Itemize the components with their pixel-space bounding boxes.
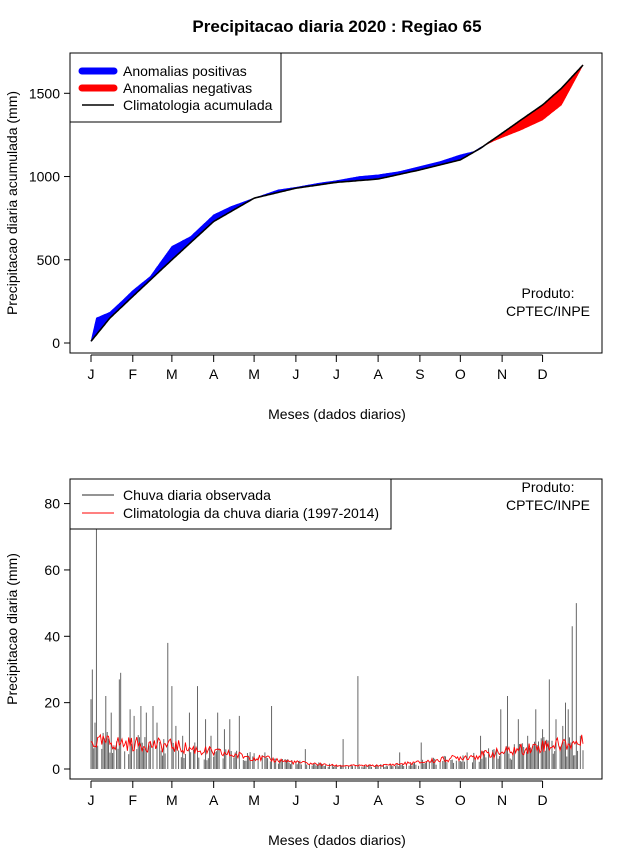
bottom-x-tick-label-6: J xyxy=(333,792,340,808)
legend-label-positive: Anomalias positivas xyxy=(123,63,247,79)
top-product-source: CPTEC/INPE xyxy=(506,303,590,319)
legend-label-daily-climatology: Climatologia da chuva diaria (1997-2014) xyxy=(123,505,379,521)
bottom-x-axis-label: Meses (dados diarios) xyxy=(268,832,406,848)
legend-label-negative: Anomalias negativas xyxy=(123,80,252,96)
bottom-legend-box xyxy=(69,478,392,530)
bottom-y-tick-label-1: 20 xyxy=(44,695,60,711)
bottom-x-tick-label-8: S xyxy=(415,792,424,808)
bottom-y-tick-label-4: 80 xyxy=(44,496,60,512)
chart-title: Precipitacao diaria 2020 : Regiao 65 xyxy=(192,17,481,36)
top-y-tick-label-2: 1000 xyxy=(29,169,60,185)
top-x-tick-label-7: A xyxy=(373,366,383,382)
legend-label-observed: Chuva diaria observada xyxy=(123,487,271,503)
bottom-product-label: Produto: xyxy=(522,479,575,495)
top-x-tick-label-6: J xyxy=(333,366,340,382)
top-product-label: Produto: xyxy=(522,285,575,301)
bottom-x-tick-label-10: N xyxy=(497,792,507,808)
bottom-y-axis: 0 20 40 60 80 xyxy=(44,496,71,777)
bottom-x-tick-label-7: A xyxy=(373,792,383,808)
top-x-tick-label-10: N xyxy=(497,366,507,382)
bottom-y-tick-label-3: 60 xyxy=(44,562,60,578)
top-y-axis: 0 500 1000 1500 xyxy=(29,85,71,351)
bottom-x-tick-label-0: J xyxy=(88,792,95,808)
bottom-y-tick-label-0: 0 xyxy=(52,761,60,777)
bottom-x-tick-label-9: O xyxy=(455,792,466,808)
bottom-y-axis-label: Precipitacao diaria (mm) xyxy=(4,553,20,705)
top-x-tick-label-2: M xyxy=(166,366,178,382)
cumulative-climatology-line xyxy=(90,64,584,342)
top-y-tick-label-0: 0 xyxy=(52,335,60,351)
bottom-x-tick-label-5: J xyxy=(292,792,299,808)
bottom-legend: Chuva diaria observada Climatologia da c… xyxy=(69,478,392,530)
top-x-tick-label-0: J xyxy=(88,366,95,382)
bottom-product-source: CPTEC/INPE xyxy=(506,497,590,513)
top-y-tick-label-1: 500 xyxy=(37,252,61,268)
bottom-x-tick-label-3: A xyxy=(209,792,219,808)
bottom-x-tick-label-11: D xyxy=(537,792,547,808)
top-x-tick-label-11: D xyxy=(537,366,547,382)
bottom-x-tick-label-1: F xyxy=(129,792,138,808)
daily-climatology-line xyxy=(90,733,584,768)
daily-observed-bars xyxy=(90,520,584,769)
top-x-tick-label-8: S xyxy=(415,366,424,382)
bottom-x-tick-label-4: M xyxy=(248,792,260,808)
legend-label-climatology: Climatologia acumulada xyxy=(123,97,273,113)
top-x-tick-label-3: A xyxy=(209,366,219,382)
top-y-tick-label-3: 1500 xyxy=(29,85,60,101)
bottom-y-tick-label-2: 40 xyxy=(44,628,60,644)
top-x-tick-label-4: M xyxy=(248,366,260,382)
top-legend: Anomalias positivas Anomalias negativas … xyxy=(69,52,282,123)
top-x-tick-label-9: O xyxy=(455,366,466,382)
bottom-x-tick-label-2: M xyxy=(166,792,178,808)
top-x-axis-label: Meses (dados diarios) xyxy=(268,406,406,422)
top-x-tick-label-5: J xyxy=(292,366,299,382)
top-y-axis-label: Precipitacao diaria acumulada (mm) xyxy=(4,91,20,315)
top-x-tick-label-1: F xyxy=(129,366,138,382)
